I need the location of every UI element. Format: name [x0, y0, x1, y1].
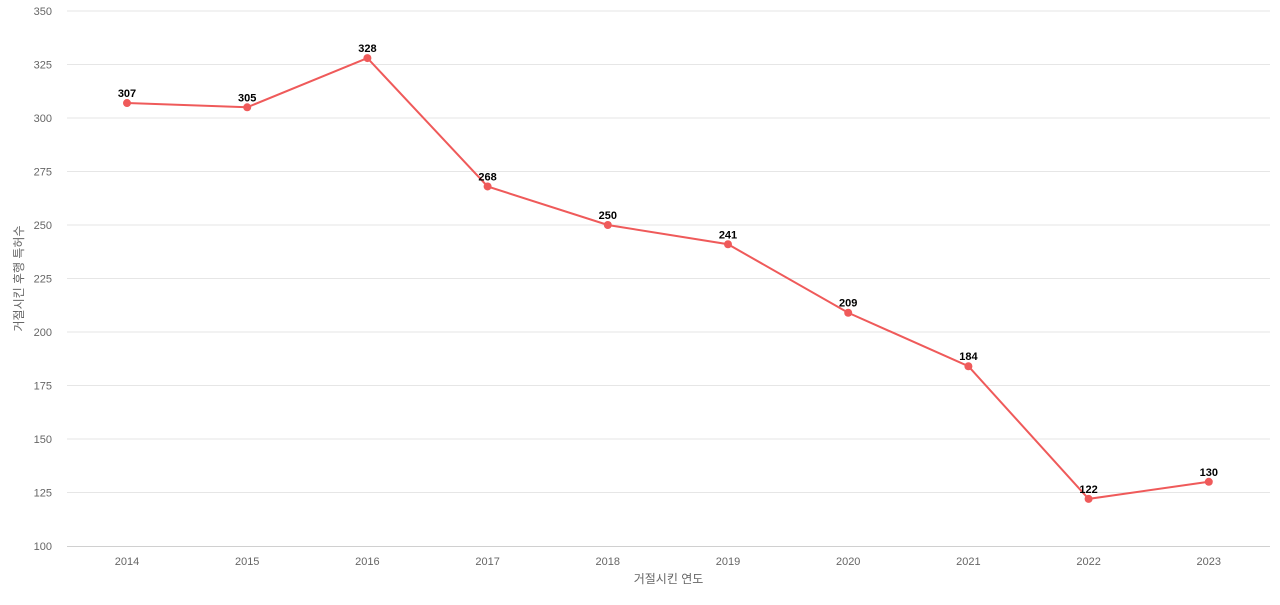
x-axis-title: 거절시킨 연도	[634, 572, 704, 586]
y-axis-title: 거절시킨 후행 특허수	[11, 225, 26, 331]
data-label: 209	[839, 298, 857, 310]
x-tick-label: 2015	[235, 556, 259, 568]
x-tick-label: 2021	[956, 556, 980, 568]
data-label: 130	[1200, 467, 1218, 479]
x-axis-ticks: 2014 2015 2016 2017 2018 2019 2020 2021 2022 2023	[115, 556, 1221, 568]
data-points	[123, 54, 1213, 503]
data-point	[483, 182, 492, 191]
data-labels: 307 305 328 268 250 241 209 184 122 130	[118, 43, 1218, 496]
data-label: 250	[599, 210, 617, 222]
y-tick-label: 250	[34, 220, 52, 232]
y-tick-label: 225	[34, 274, 52, 286]
data-point	[123, 99, 131, 108]
x-tick-label: 2018	[596, 556, 620, 568]
data-point	[1204, 477, 1213, 486]
y-tick-label: 175	[34, 381, 52, 393]
data-point	[1084, 494, 1093, 503]
y-tick-label: 100	[34, 541, 52, 553]
y-tick-label: 350	[34, 6, 52, 18]
data-label: 305	[238, 92, 256, 104]
data-label: 268	[478, 171, 496, 183]
x-tick-label: 2014	[115, 556, 139, 568]
series-line	[126, 56, 1209, 500]
data-label: 122	[1079, 484, 1097, 496]
data-point	[363, 54, 372, 63]
gridlines	[67, 10, 1270, 493]
data-point	[844, 308, 853, 317]
y-axis-ticks: 100 125 150 175 200 225 250 275 300 325 350	[34, 6, 52, 553]
data-label: 241	[719, 229, 737, 241]
data-point	[964, 362, 973, 371]
x-tick-label: 2023	[1197, 556, 1221, 568]
data-label: 307	[118, 88, 136, 100]
data-label: 184	[959, 351, 978, 363]
y-tick-label: 200	[34, 327, 52, 339]
x-tick-label: 2019	[716, 556, 740, 568]
x-tick-label: 2017	[475, 556, 499, 568]
data-point	[724, 240, 732, 249]
y-tick-label: 300	[34, 113, 52, 125]
y-tick-label: 125	[34, 488, 52, 500]
data-point	[243, 103, 252, 112]
y-tick-label: 325	[34, 60, 52, 72]
x-tick-label: 2020	[836, 556, 860, 568]
x-tick-label: 2022	[1076, 556, 1100, 568]
y-tick-label: 275	[34, 167, 52, 179]
data-label: 328	[358, 43, 376, 55]
data-point	[603, 221, 612, 229]
y-tick-label: 150	[34, 434, 52, 446]
x-tick-label: 2016	[355, 556, 379, 568]
